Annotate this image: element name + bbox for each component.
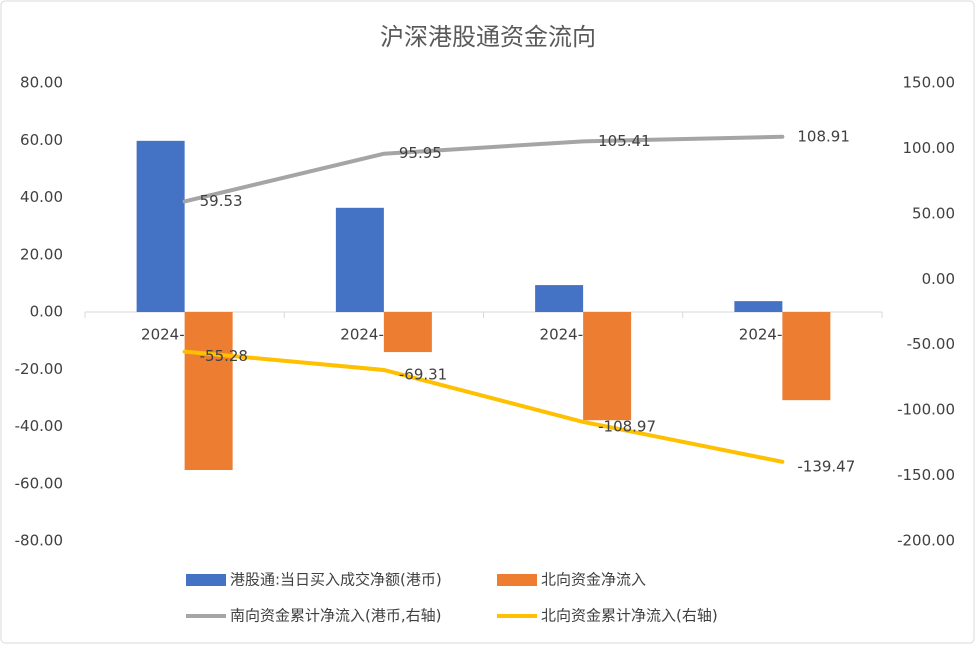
y-tick-label: 20.00 (20, 245, 63, 263)
bar (335, 207, 384, 312)
line (182, 134, 785, 204)
bar (734, 301, 783, 312)
data-label: -139.47 (797, 457, 855, 475)
y2-tick-label: -150.00 (897, 466, 955, 484)
y-tick-label: 40.00 (20, 188, 63, 206)
bar (535, 285, 584, 312)
y2-tick-label: 150.00 (903, 74, 956, 92)
legend-swatch (497, 574, 537, 586)
legend-label: 北向资金累计净流入(右轴) (541, 607, 718, 625)
y2-tick-label: -200.00 (897, 532, 955, 550)
legend-label: 港股通:当日买入成交净额(港币) (230, 571, 442, 589)
data-label: 95.95 (399, 144, 442, 162)
y2-tick-label: 100.00 (903, 139, 956, 157)
data-label: 105.41 (598, 132, 651, 150)
data-label: 108.91 (797, 127, 850, 145)
legend-label: 南向资金累计净流入(港币,右轴) (230, 607, 441, 625)
legend-swatch (186, 574, 226, 586)
line (182, 349, 785, 464)
data-label: -69.31 (399, 365, 447, 383)
chart-title: 沪深港股通资金流向 (380, 23, 596, 51)
y2-tick-label: -100.00 (897, 401, 955, 419)
bar (583, 312, 632, 421)
bar (782, 312, 831, 401)
y-tick-label: 60.00 (20, 131, 63, 149)
y2-tick-label: -50.00 (907, 335, 955, 353)
bar (136, 140, 185, 312)
data-label: 59.53 (200, 192, 243, 210)
y2-tick-label: 0.00 (922, 270, 955, 288)
bar (383, 312, 432, 353)
y-tick-label: -60.00 (15, 474, 63, 492)
y2-tick-label: 50.00 (912, 204, 955, 222)
legend-label: 北向资金净流入 (541, 571, 646, 589)
bar (184, 312, 233, 471)
y-tick-label: -80.00 (15, 532, 63, 550)
data-label: -55.28 (200, 347, 248, 365)
y-tick-label: 80.00 (20, 74, 63, 92)
y-tick-label: 0.00 (30, 303, 63, 321)
y-tick-label: -20.00 (15, 360, 63, 378)
y-tick-label: -40.00 (15, 417, 63, 435)
data-label: -108.97 (598, 417, 656, 435)
